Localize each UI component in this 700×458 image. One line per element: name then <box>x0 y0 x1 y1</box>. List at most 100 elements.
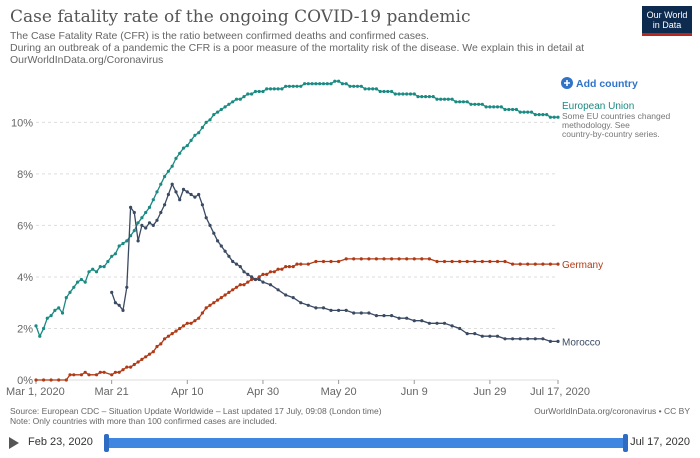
data-point <box>178 326 182 331</box>
data-point <box>231 259 235 264</box>
data-point <box>495 259 500 264</box>
data-point <box>537 113 541 117</box>
data-point <box>465 259 469 264</box>
data-point <box>87 373 91 377</box>
data-point <box>253 89 257 94</box>
data-point <box>216 298 220 302</box>
timeline-start-handle[interactable] <box>104 434 109 452</box>
data-point <box>469 102 473 106</box>
data-point <box>276 288 280 292</box>
data-point <box>321 82 326 86</box>
data-point <box>170 164 174 168</box>
data-point <box>204 306 208 310</box>
data-point <box>231 288 235 292</box>
license-link[interactable]: OurWorldInData.org/coronavirus • CC BY <box>534 406 690 416</box>
timeline-track[interactable] <box>104 434 628 452</box>
data-point <box>359 257 363 261</box>
y-tick-label: 8% <box>17 169 33 181</box>
data-point <box>310 82 314 86</box>
data-point <box>552 115 556 119</box>
data-point <box>401 92 405 96</box>
data-point <box>488 259 492 264</box>
data-point <box>140 223 144 227</box>
chart-title: Case fatality rate of the ongoing COVID-… <box>10 7 471 27</box>
data-point <box>352 84 356 88</box>
data-point <box>533 337 537 341</box>
logo-line: in Data <box>652 20 682 30</box>
data-point <box>424 95 428 99</box>
data-point <box>170 182 174 186</box>
data-point <box>284 293 288 297</box>
data-point <box>291 84 295 88</box>
data-point <box>246 92 250 96</box>
data-point <box>397 316 401 320</box>
data-point <box>132 210 136 215</box>
data-point <box>125 239 129 243</box>
add-country-button[interactable]: Add country <box>561 77 638 90</box>
data-point <box>140 216 144 220</box>
data-point <box>435 97 439 101</box>
data-point <box>529 110 534 114</box>
data-point <box>216 110 220 114</box>
data-point <box>405 257 409 261</box>
data-point <box>329 82 333 86</box>
data-point <box>526 262 530 266</box>
data-point <box>503 337 507 341</box>
data-point <box>450 259 454 264</box>
data-point <box>477 102 481 106</box>
data-point <box>420 319 424 323</box>
y-tick-label: 2% <box>17 323 33 335</box>
data-point <box>136 239 140 243</box>
data-point <box>321 259 326 264</box>
data-point <box>367 311 371 315</box>
data-point <box>318 82 322 86</box>
data-point <box>295 262 299 266</box>
owid-logo[interactable]: Our World in Data <box>642 6 692 36</box>
subtitle-line: During an outbreak of a pandemic the CFR… <box>10 42 585 54</box>
data-point <box>234 97 239 101</box>
data-point <box>378 89 382 94</box>
data-point <box>117 370 121 374</box>
data-point <box>151 350 155 354</box>
grid <box>36 121 558 381</box>
data-point <box>208 223 212 227</box>
data-point <box>299 262 303 266</box>
add-country-label[interactable]: Add country <box>576 78 638 90</box>
data-point <box>178 198 182 202</box>
data-point <box>261 272 265 276</box>
data-point <box>121 368 125 372</box>
data-point <box>435 321 439 325</box>
data-point <box>79 373 83 377</box>
data-point <box>132 362 136 367</box>
data-point <box>144 210 148 215</box>
timeline: Feb 23, 2020 Jul 17, 2020 <box>0 428 700 458</box>
timeline-start-date: Feb 23, 2020 <box>28 436 93 448</box>
series-line <box>111 182 558 343</box>
data-point <box>234 262 239 266</box>
data-point <box>352 257 356 261</box>
series-european-union <box>34 79 560 338</box>
data-point <box>314 306 318 310</box>
data-point <box>64 296 68 300</box>
data-point <box>480 334 484 338</box>
data-point <box>170 332 174 336</box>
data-point <box>371 87 375 91</box>
subtitle-link[interactable]: OurWorldInData.org/Coronavirus <box>10 54 164 66</box>
data-point <box>261 280 265 284</box>
data-point <box>393 92 397 96</box>
data-point <box>348 84 352 88</box>
data-point <box>556 115 560 119</box>
data-point <box>484 105 488 109</box>
data-point <box>257 277 261 282</box>
data-point <box>510 337 515 341</box>
data-point <box>147 221 152 225</box>
data-point <box>238 283 242 287</box>
data-point <box>333 79 337 83</box>
data-point <box>234 285 239 289</box>
data-point <box>144 226 148 230</box>
series-label: European Union <box>562 101 634 112</box>
play-icon[interactable] <box>9 437 19 449</box>
timeline-end-handle[interactable] <box>623 434 628 452</box>
data-point <box>189 192 193 197</box>
data-point <box>125 285 129 289</box>
